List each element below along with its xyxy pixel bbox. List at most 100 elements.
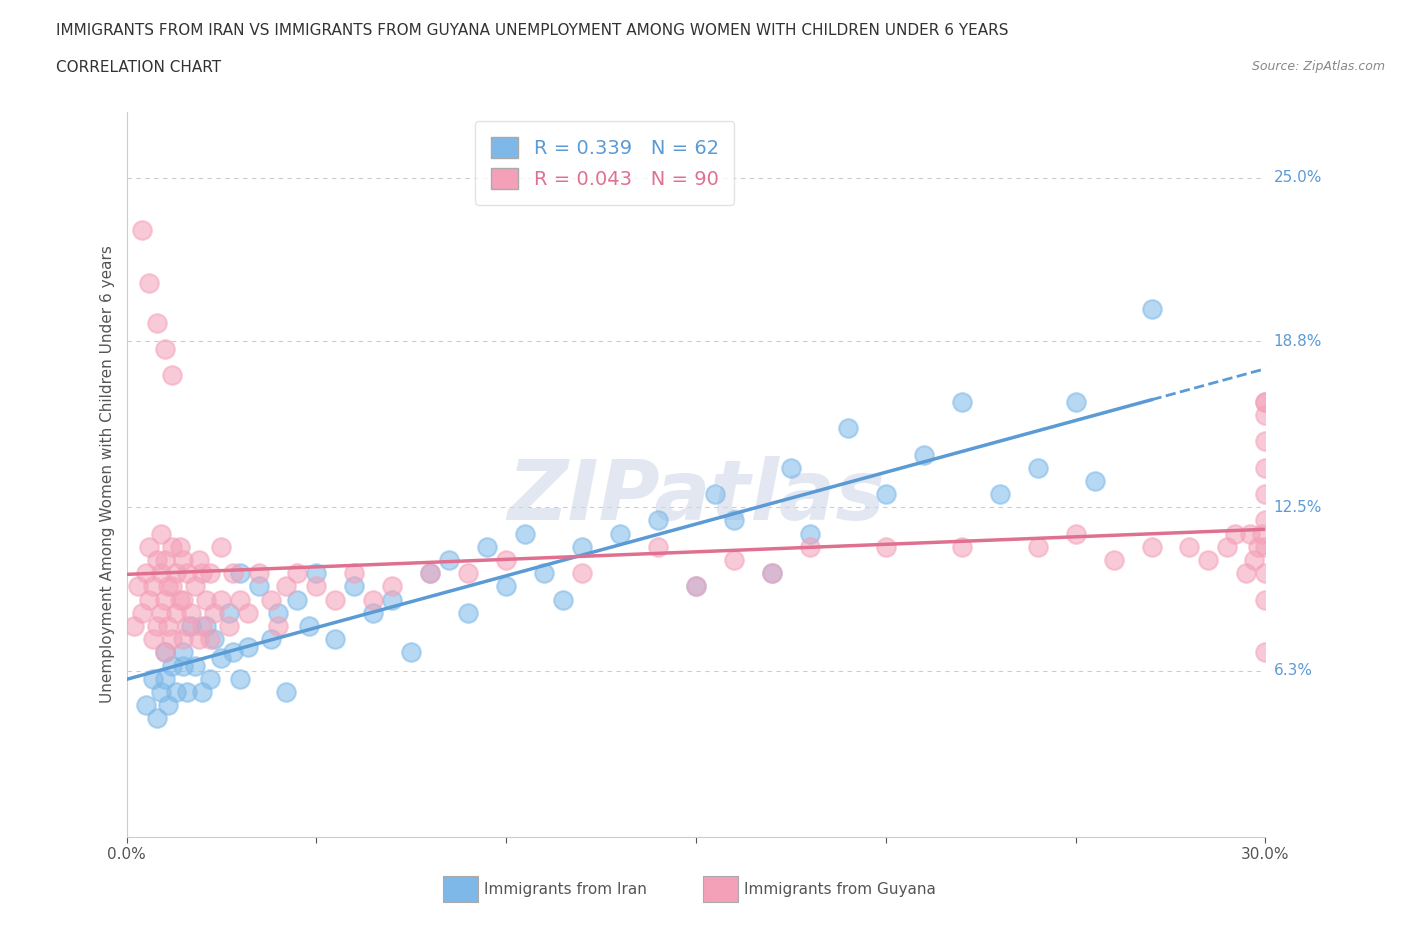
Point [172,658,194,673]
Point [135,565,156,580]
Point [184,579,207,594]
Point [157,579,180,594]
Point [160,539,183,554]
Point [1254,486,1277,501]
Point [1254,513,1277,528]
Point [1254,539,1277,554]
Point [363,605,385,620]
Point [229,565,252,580]
Point [122,618,145,633]
Point [515,526,537,541]
Point [172,631,194,646]
Point [988,486,1011,501]
Point [1254,434,1277,449]
Text: 12.5%: 12.5% [1274,499,1322,515]
Point [160,368,183,383]
Text: CORRELATION CHART: CORRELATION CHART [56,60,221,75]
Point [169,592,191,607]
Point [1247,539,1270,554]
Point [647,539,669,554]
Point [875,539,897,554]
Point [160,579,183,594]
Point [202,631,225,646]
Point [419,565,441,580]
Point [837,420,859,435]
Point [127,579,149,594]
Point [142,631,165,646]
Point [1026,539,1049,554]
Point [198,631,221,646]
Point [211,539,233,554]
Point [267,618,290,633]
Point [274,684,297,699]
Point [138,275,160,290]
Point [381,592,404,607]
Point [157,618,180,633]
Point [236,605,259,620]
Point [533,565,555,580]
Point [495,552,517,567]
Point [1254,592,1277,607]
Point [1064,394,1087,409]
Point [495,579,517,594]
Point [180,618,202,633]
Point [191,565,214,580]
Point [218,605,240,620]
Point [571,565,593,580]
Point [187,552,209,567]
Point [211,650,233,665]
Point [761,565,783,580]
Point [153,592,176,607]
Point [169,539,191,554]
Point [1239,526,1261,541]
Point [1216,539,1239,554]
Point [157,698,180,712]
Point [287,565,309,580]
Point [180,605,202,620]
Y-axis label: Unemployment Among Women with Children Under 6 years: Unemployment Among Women with Children U… [100,246,115,703]
Point [363,592,385,607]
Point [343,579,366,594]
Point [195,618,218,633]
Text: 25.0%: 25.0% [1274,170,1322,185]
Point [138,539,160,554]
Point [305,565,328,580]
Point [723,513,745,528]
Point [146,552,169,567]
Text: Immigrants from Iran: Immigrants from Iran [484,882,647,897]
Point [950,394,973,409]
Point [172,552,194,567]
Point [1254,460,1277,475]
Point [287,592,309,607]
Point [211,592,233,607]
Text: 6.3%: 6.3% [1274,663,1313,678]
Point [647,513,669,528]
Point [912,447,935,462]
Point [1254,644,1277,659]
Point [172,644,194,659]
Point [222,565,245,580]
Point [704,486,727,501]
Point [131,223,153,238]
Point [1254,407,1277,422]
Point [131,605,153,620]
Point [571,539,593,554]
Point [165,684,187,699]
Point [323,592,347,607]
Point [1140,539,1163,554]
Point [222,644,245,659]
Point [761,565,783,580]
Point [198,565,221,580]
Point [146,711,169,725]
Point [1198,552,1220,567]
Point [249,565,271,580]
Point [176,618,198,633]
Text: Source: ZipAtlas.com: Source: ZipAtlas.com [1251,60,1385,73]
Text: 18.8%: 18.8% [1274,334,1322,349]
Point [1254,394,1277,409]
Point [457,565,479,580]
Point [184,658,207,673]
Point [195,592,218,607]
Point [153,671,176,686]
Point [1243,552,1265,567]
